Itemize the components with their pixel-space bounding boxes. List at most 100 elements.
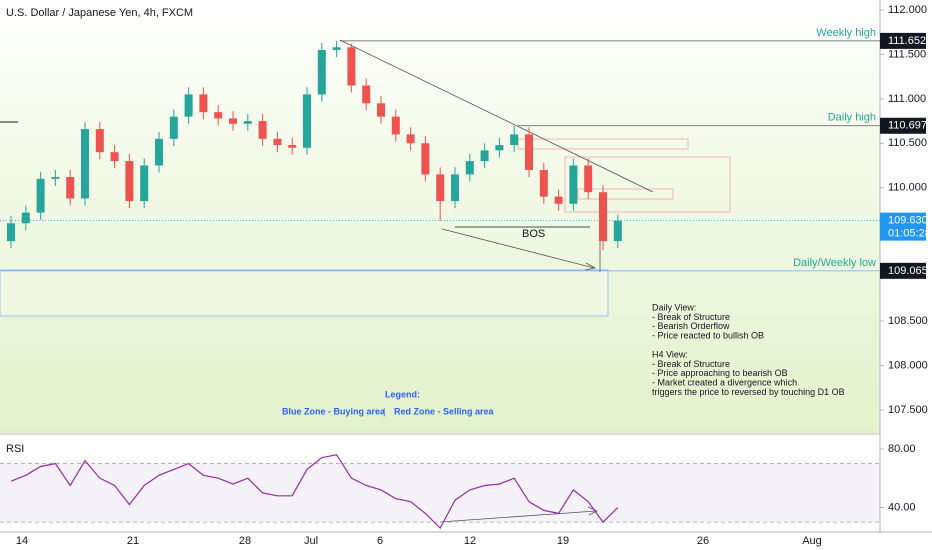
price-label: 110.697 <box>888 120 927 132</box>
x-tick-label: Jul <box>304 535 318 547</box>
y-tick-label: 108.500 <box>888 315 928 327</box>
candle-body <box>436 174 445 202</box>
price-label: 109.630 <box>888 215 928 227</box>
candle-body <box>95 129 104 153</box>
trend-line <box>339 39 654 193</box>
candle-body <box>495 145 504 151</box>
note-line: - Bearish Orderflow <box>652 321 730 331</box>
candle-body <box>362 85 371 104</box>
candle-body <box>169 116 178 139</box>
x-tick-label: 12 <box>464 535 476 547</box>
red-zone <box>577 188 674 200</box>
legend-item: | <box>383 406 385 416</box>
note-line: H4 View: <box>652 349 688 359</box>
legend-item: Blue Zone - Buying area <box>282 406 386 416</box>
price-label: 109.065 <box>888 265 928 277</box>
legend-item: Red Zone - Selling area <box>394 406 495 416</box>
candle-body <box>81 129 89 199</box>
level-name: Daily high <box>828 112 876 124</box>
candle-body <box>273 138 282 146</box>
candle-body <box>391 116 400 135</box>
level-name: Daily/Weekly low <box>793 257 876 269</box>
rsi-band <box>0 463 880 523</box>
arrow-head <box>584 262 597 271</box>
rsi-tick-label: 80.00 <box>888 443 916 455</box>
y-tick-label: 110.000 <box>888 182 927 194</box>
rsi-tick-label: 40.00 <box>888 501 916 513</box>
y-tick-label: 111.500 <box>888 48 926 60</box>
candle-body <box>613 220 622 242</box>
candle-body <box>406 134 415 144</box>
candle-body <box>66 177 75 199</box>
x-tick-label: Aug <box>802 535 822 547</box>
candle-body <box>184 94 193 117</box>
note-line: - Break of Structure <box>652 359 730 369</box>
y-tick-label: 111.000 <box>888 93 926 105</box>
y-tick-label: 110.500 <box>888 137 927 149</box>
candle-body <box>303 94 311 148</box>
candle-body <box>214 112 223 119</box>
note-line: - Break of Structure <box>652 312 730 322</box>
price-label-box <box>880 212 926 241</box>
candle-body <box>7 223 15 242</box>
candle-body <box>125 161 134 202</box>
chart-title: U.S. Dollar / Japanese Yen, 4h, FXCM <box>6 7 193 19</box>
countdown: 01:05:28 <box>888 228 931 240</box>
candle-body <box>569 165 578 204</box>
note-line: - Market created a divergence which <box>652 378 797 388</box>
note-line: - Price reacted to bullish OB <box>652 331 764 341</box>
candle-body <box>110 152 119 162</box>
candle-body <box>347 47 356 86</box>
candle-body <box>599 192 607 242</box>
arrow-head <box>587 506 598 516</box>
candle-body <box>21 212 30 224</box>
candle-body <box>451 174 459 202</box>
x-tick-label: 26 <box>697 535 709 547</box>
y-tick-label: 108.000 <box>888 359 928 371</box>
candle-body <box>584 165 593 193</box>
divergence-arrow <box>441 228 595 269</box>
candle-body <box>525 134 533 170</box>
candle-body <box>510 134 519 146</box>
rsi-title: RSI <box>6 443 24 455</box>
candle-body <box>480 150 489 162</box>
level-name: Weekly high <box>816 27 876 39</box>
candle-body <box>421 143 430 175</box>
candle-body <box>229 118 237 124</box>
legend-title: Legend: <box>385 389 420 399</box>
candle-body <box>554 196 563 204</box>
x-tick-label: 19 <box>557 535 569 547</box>
y-tick-label: 112.000 <box>888 4 927 16</box>
x-tick-label: 6 <box>377 535 383 547</box>
x-tick-label: 14 <box>16 535 28 547</box>
bos-label: BOS <box>522 228 545 240</box>
note-line: - Price approaching to bearish OB <box>652 368 788 378</box>
x-tick-label: 21 <box>127 535 139 547</box>
price-label-box <box>880 262 926 279</box>
rsi-divergence-arrow <box>439 510 597 523</box>
price-label-box <box>880 32 926 49</box>
y-tick-label: 107.500 <box>888 404 928 416</box>
candle-body <box>199 94 208 113</box>
candle-body <box>155 138 163 166</box>
rsi-line <box>10 454 619 529</box>
x-tick-label: 28 <box>239 535 251 547</box>
price-label: 111.652 <box>888 35 926 47</box>
candle-body <box>243 121 252 124</box>
candle-body <box>377 103 385 117</box>
candle-body <box>51 177 60 179</box>
candle-body <box>140 165 149 202</box>
blue-zone <box>0 269 609 317</box>
note-line: triggers the price to reversed by touchi… <box>652 387 845 397</box>
price-label-box <box>880 117 926 134</box>
candle-body <box>332 47 341 50</box>
candle-body <box>258 121 267 139</box>
candle-body <box>288 145 297 148</box>
candle-body <box>36 178 45 213</box>
candle-body <box>317 49 326 95</box>
note-line: Daily View: <box>652 302 696 312</box>
candle-body <box>539 169 548 197</box>
red-zone <box>564 156 731 213</box>
candle-body <box>465 161 474 175</box>
